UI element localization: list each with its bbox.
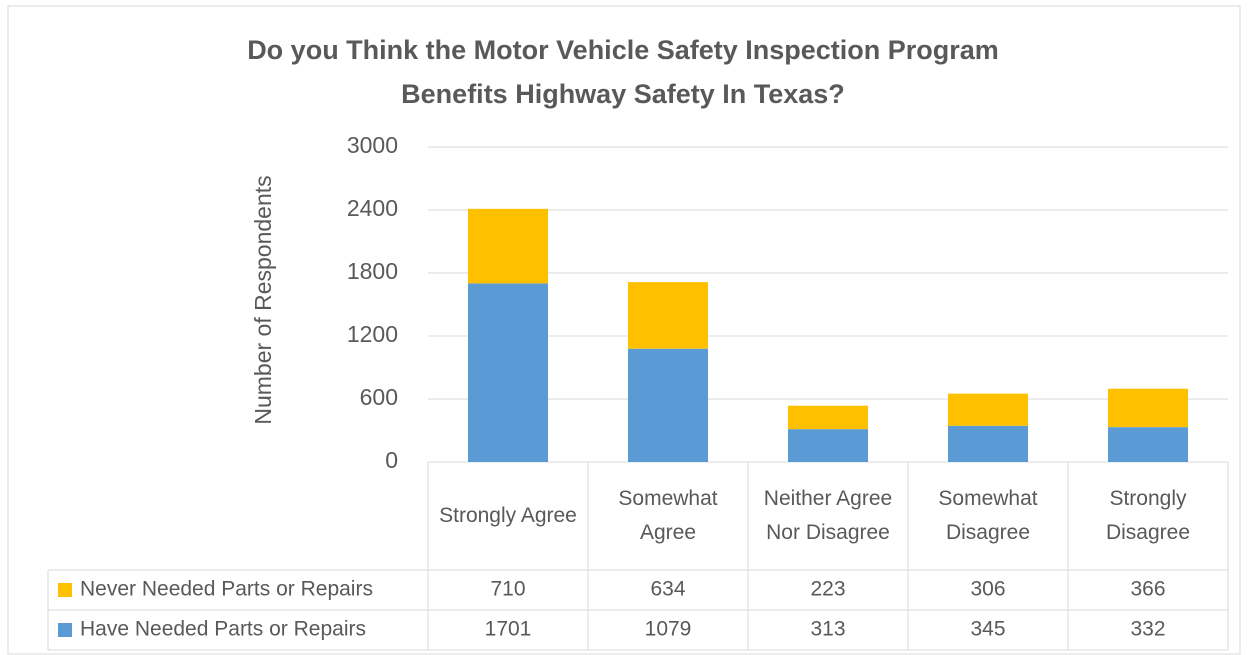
bar (628, 348, 708, 462)
y-tick-label: 1200 (347, 321, 398, 347)
data-label: 223 (810, 578, 845, 601)
chart-title: Do you Think the Motor Vehicle Safety In… (247, 35, 999, 65)
y-tick-label: 600 (360, 384, 398, 410)
y-tick-label: 3000 (347, 132, 398, 158)
bar (788, 429, 868, 462)
bar (468, 283, 548, 462)
x-tick-label: Somewhat Agree (618, 487, 718, 544)
legend-label: Never Needed Parts or Repairs (80, 578, 373, 601)
data-label: 332 (1130, 618, 1165, 641)
data-label: 306 (970, 578, 1005, 601)
x-tick-label: Neither Agree Nor Disagree (763, 487, 893, 544)
x-tick-label: Strongly Disagree (1105, 487, 1191, 544)
chart-title: Benefits Highway Safety In Texas? (401, 79, 845, 109)
y-tick-label: 1800 (347, 258, 398, 284)
data-label: 313 (810, 618, 845, 641)
data-label: 345 (970, 618, 1005, 641)
legend-key (58, 623, 72, 637)
bar (628, 282, 708, 349)
y-tick-label: 2400 (347, 195, 398, 221)
data-label: 1701 (485, 618, 532, 641)
bar (468, 208, 548, 284)
bar (948, 425, 1028, 462)
data-label: 366 (1130, 578, 1165, 601)
data-label: 634 (650, 578, 685, 601)
chart-border (7, 5, 1241, 655)
x-tick-label: Strongly Agree (439, 504, 577, 527)
data-label: 710 (490, 578, 525, 601)
bar (1108, 427, 1188, 462)
bar (948, 393, 1028, 426)
x-tick-label: Somewhat Disagree (938, 487, 1038, 544)
y-tick-label: 0 (385, 447, 398, 473)
y-axis-label: Number of Respondents (250, 175, 276, 424)
data-label: 1079 (645, 618, 692, 641)
legend-key (58, 583, 72, 597)
bar (788, 405, 868, 430)
legend-label: Have Needed Parts or Repairs (80, 618, 366, 641)
bar (1108, 388, 1188, 428)
